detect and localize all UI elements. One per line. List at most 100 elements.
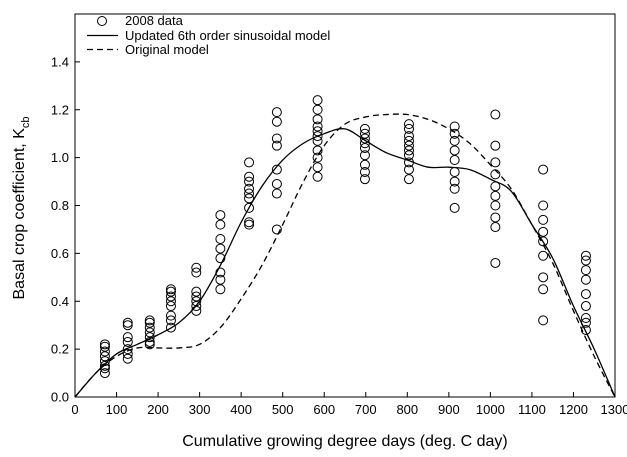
- data-point: [122, 320, 133, 331]
- x-tick-label: 200: [147, 402, 169, 417]
- data-point: [122, 344, 133, 355]
- data-point: [359, 128, 370, 139]
- x-tick-label: 700: [355, 402, 377, 417]
- data-point: [403, 140, 414, 151]
- data-point: [359, 174, 370, 185]
- data-point: [312, 162, 323, 173]
- data-point: [215, 284, 226, 295]
- x-tick-label: 1200: [559, 402, 588, 417]
- data-point: [312, 152, 323, 163]
- legend-label-original: Original model: [125, 42, 209, 57]
- data-point: [490, 200, 501, 211]
- x-tick-label: 600: [313, 402, 335, 417]
- x-tick-label: 500: [272, 402, 294, 417]
- data-point: [191, 286, 202, 297]
- data-point: [538, 272, 549, 283]
- data-point: [191, 267, 202, 278]
- data-point: [312, 131, 323, 142]
- legend-marker-data: [97, 16, 107, 26]
- data-point: [403, 123, 414, 134]
- data-point: [271, 164, 282, 175]
- data-point: [122, 332, 133, 343]
- data-point: [312, 145, 323, 156]
- y-tick-label: 1.2: [51, 102, 69, 117]
- data-point: [165, 301, 176, 312]
- data-point: [144, 332, 155, 343]
- data-point: [244, 188, 255, 199]
- data-point: [122, 348, 133, 359]
- x-tick-label: 900: [438, 402, 460, 417]
- data-point: [359, 150, 370, 161]
- x-tick-label: 1000: [476, 402, 505, 417]
- data-point: [580, 313, 591, 324]
- data-point: [215, 243, 226, 254]
- data-point: [403, 164, 414, 175]
- data-point: [312, 126, 323, 137]
- data-point: [191, 296, 202, 307]
- data-point: [403, 157, 414, 168]
- data-point: [449, 135, 460, 146]
- model-curves: [74, 113, 616, 398]
- data-point: [403, 145, 414, 156]
- data-point: [490, 257, 501, 268]
- x-tick-label: 400: [230, 402, 252, 417]
- data-point: [538, 214, 549, 225]
- x-tick-label: 300: [189, 402, 211, 417]
- data-point: [538, 226, 549, 237]
- data-point: [359, 166, 370, 177]
- data-point: [165, 291, 176, 302]
- data-point: [538, 236, 549, 247]
- data-points: [99, 95, 591, 379]
- data-point: [312, 114, 323, 125]
- data-point: [580, 255, 591, 266]
- plot-frame: [74, 13, 616, 398]
- data-point: [215, 210, 226, 221]
- data-point: [244, 217, 255, 228]
- data-point: [449, 176, 460, 187]
- data-point: [122, 336, 133, 347]
- data-point: [165, 286, 176, 297]
- data-point: [165, 296, 176, 307]
- x-tick-label: 0: [71, 402, 78, 417]
- x-tick-label: 100: [106, 402, 128, 417]
- data-point: [449, 155, 460, 166]
- data-point: [538, 284, 549, 295]
- data-point: [215, 267, 226, 278]
- data-point: [191, 305, 202, 316]
- data-point: [490, 190, 501, 201]
- data-point: [144, 317, 155, 328]
- data-point: [271, 188, 282, 199]
- y-tick-label: 1.4: [51, 54, 69, 69]
- data-point: [490, 181, 501, 192]
- data-point: [144, 315, 155, 326]
- data-point: [122, 353, 133, 364]
- data-point: [99, 360, 110, 371]
- data-point: [359, 123, 370, 134]
- x-tick-label: 800: [396, 402, 418, 417]
- y-tick-label: 0.4: [51, 294, 69, 309]
- data-point: [490, 169, 501, 180]
- data-point: [99, 346, 110, 357]
- x-axis-title: Cumulative growing degree days (deg. C d…: [182, 433, 508, 450]
- data-point: [99, 341, 110, 352]
- data-point: [490, 140, 501, 151]
- data-point: [490, 157, 501, 168]
- y-tick-label: 0.0: [51, 390, 69, 405]
- data-point: [449, 145, 460, 156]
- data-point: [165, 315, 176, 326]
- data-point: [449, 128, 460, 139]
- data-point: [538, 315, 549, 326]
- data-point: [449, 121, 460, 132]
- y-tick-label: 0.6: [51, 246, 69, 261]
- data-point: [359, 138, 370, 149]
- data-point: [580, 301, 591, 312]
- data-point: [99, 368, 110, 379]
- data-point: [312, 121, 323, 132]
- data-point: [215, 274, 226, 285]
- y-tick-label: 0.8: [51, 198, 69, 213]
- data-point: [215, 253, 226, 264]
- data-point: [244, 202, 255, 213]
- data-point: [312, 171, 323, 182]
- y-axis-title-main: Basal crop coefficient, K: [11, 128, 28, 300]
- data-point: [122, 317, 133, 328]
